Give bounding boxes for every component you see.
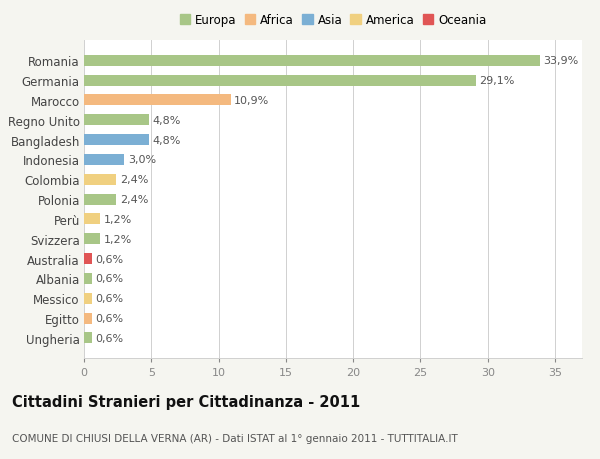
- Bar: [84, 155, 124, 166]
- Bar: [84, 274, 92, 284]
- Bar: [84, 214, 100, 225]
- Bar: [84, 56, 540, 67]
- Bar: [84, 194, 116, 205]
- Text: 2,4%: 2,4%: [119, 195, 148, 205]
- Bar: [84, 75, 476, 86]
- Text: 1,2%: 1,2%: [104, 214, 132, 224]
- Text: 0,6%: 0,6%: [95, 274, 124, 284]
- Text: COMUNE DI CHIUSI DELLA VERNA (AR) - Dati ISTAT al 1° gennaio 2011 - TUTTITALIA.I: COMUNE DI CHIUSI DELLA VERNA (AR) - Dati…: [12, 433, 458, 442]
- Text: 3,0%: 3,0%: [128, 155, 156, 165]
- Bar: [84, 293, 92, 304]
- Text: Cittadini Stranieri per Cittadinanza - 2011: Cittadini Stranieri per Cittadinanza - 2…: [12, 394, 360, 409]
- Text: 4,8%: 4,8%: [152, 116, 181, 125]
- Bar: [84, 174, 116, 185]
- Bar: [84, 253, 92, 264]
- Text: 0,6%: 0,6%: [95, 313, 124, 324]
- Text: 29,1%: 29,1%: [479, 76, 514, 86]
- Bar: [84, 135, 149, 146]
- Text: 0,6%: 0,6%: [95, 254, 124, 264]
- Bar: [84, 234, 100, 245]
- Legend: Europa, Africa, Asia, America, Oceania: Europa, Africa, Asia, America, Oceania: [177, 11, 489, 29]
- Text: 0,6%: 0,6%: [95, 294, 124, 303]
- Bar: [84, 313, 92, 324]
- Text: 33,9%: 33,9%: [544, 56, 579, 66]
- Text: 0,6%: 0,6%: [95, 333, 124, 343]
- Text: 1,2%: 1,2%: [104, 234, 132, 244]
- Text: 10,9%: 10,9%: [234, 96, 269, 106]
- Text: 4,8%: 4,8%: [152, 135, 181, 146]
- Text: 2,4%: 2,4%: [119, 175, 148, 185]
- Bar: [84, 95, 231, 106]
- Bar: [84, 115, 149, 126]
- Bar: [84, 333, 92, 344]
